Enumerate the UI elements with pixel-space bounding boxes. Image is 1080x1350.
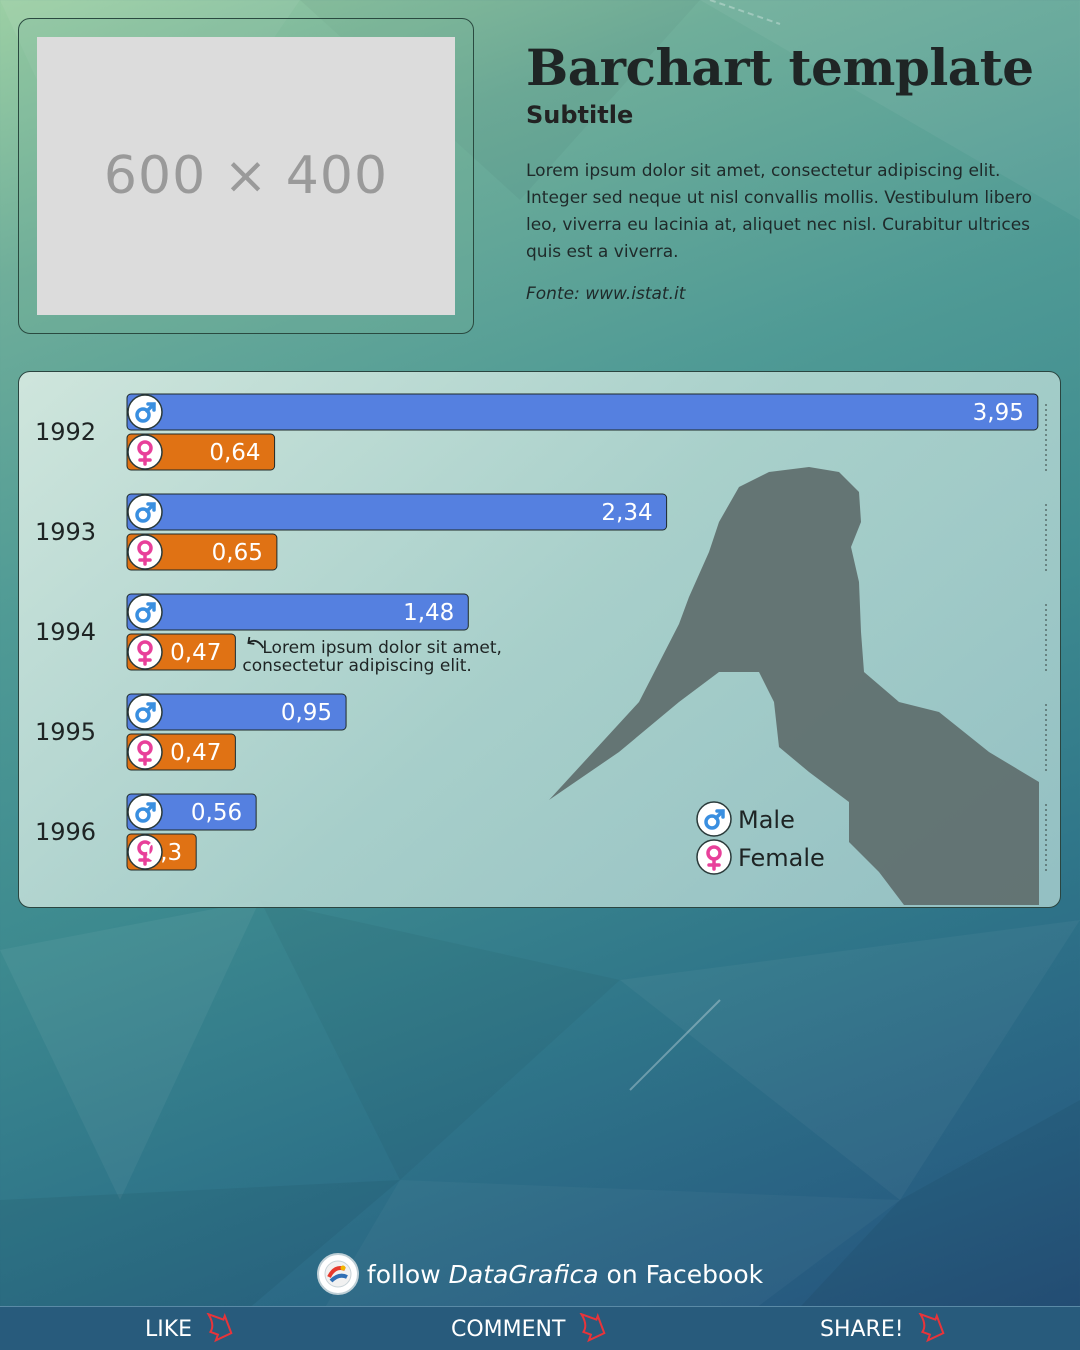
male-arrow xyxy=(145,502,156,513)
legend-female-label: Female xyxy=(738,844,825,872)
chart-panel: 1992 3,95 0,64 1993 2,34 0,65 1994 1,48 0,47 1995… xyxy=(18,371,1061,908)
male-ring xyxy=(135,507,151,523)
male-symbol-icon xyxy=(127,794,163,830)
male-symbol-icon xyxy=(696,801,732,837)
year-label: 1992 xyxy=(35,418,96,446)
male-arrow xyxy=(145,402,156,413)
annotation-line-2: consectetur adipiscing elit. xyxy=(242,656,471,676)
curved-arrow-icon xyxy=(917,1313,945,1343)
image-placeholder: 600 × 400 xyxy=(37,37,455,315)
symbol-circle xyxy=(696,839,732,875)
bar-chart: 1992 3,95 0,64 1993 2,34 0,65 1994 1,48 0,47 1995… xyxy=(35,393,1047,905)
male-ring xyxy=(135,707,151,723)
comment-button[interactable]: COMMENT xyxy=(451,1307,611,1350)
bar-value-label: 0,65 xyxy=(212,540,263,566)
female-bar xyxy=(126,533,278,571)
male-symbol-icon xyxy=(127,694,163,730)
action-bar: LIKE COMMENT SHARE! xyxy=(0,1306,1080,1350)
male-arrow xyxy=(714,809,725,820)
symbol-circle xyxy=(127,794,163,830)
symbol-circle xyxy=(127,534,163,570)
male-ring xyxy=(135,607,151,623)
year-label: 1994 xyxy=(35,618,96,646)
bar-value-label: 2,34 xyxy=(601,500,652,526)
symbol-circle xyxy=(127,394,163,430)
hand-knife-silhouette xyxy=(549,467,1039,905)
bar-value-label: 3,95 xyxy=(973,400,1024,426)
year-label: 1996 xyxy=(35,818,96,846)
female-cross xyxy=(138,652,152,666)
bar-value-label: 1,48 xyxy=(403,600,454,626)
symbol-circle xyxy=(127,694,163,730)
male-bar xyxy=(126,693,347,731)
symbol-circle xyxy=(127,734,163,770)
female-cross xyxy=(707,857,721,871)
symbol-circle xyxy=(127,634,163,670)
bar-value-label: 0,95 xyxy=(281,700,332,726)
symbol-circle xyxy=(127,594,163,630)
female-symbol-icon xyxy=(696,839,732,875)
symbol-circle xyxy=(127,434,163,470)
source-text: Fonte: www.istat.it xyxy=(526,284,686,304)
share-label: SHARE! xyxy=(820,1316,904,1342)
female-symbol-icon xyxy=(127,734,163,770)
bars-layer: 1992 3,95 0,64 1993 2,34 0,65 1994 1,48 0,47 1995… xyxy=(35,393,1047,872)
male-symbol-icon xyxy=(127,594,163,630)
male-ring xyxy=(704,814,720,830)
female-cross xyxy=(138,552,152,566)
curved-arrow-icon xyxy=(579,1313,606,1343)
image-frame: 600 × 400 xyxy=(18,18,474,334)
male-bar xyxy=(126,593,469,631)
follow-suffix: on Facebook xyxy=(606,1259,764,1289)
brand-name: DataGrafica xyxy=(448,1259,599,1289)
bar-value-label: 0,3 xyxy=(146,840,183,866)
female-cross xyxy=(138,452,152,466)
male-bar xyxy=(126,393,1039,431)
female-cross xyxy=(138,852,152,866)
follow-prefix: follow xyxy=(366,1259,441,1289)
page-title: Barchart template xyxy=(526,38,1034,97)
share-button[interactable]: SHARE! xyxy=(820,1307,950,1350)
annotation-line-1: Lorem ipsum dolor sit amet, xyxy=(262,638,502,658)
symbol-circle xyxy=(127,834,163,870)
bar-value-label: 0,47 xyxy=(170,740,221,766)
female-bar xyxy=(126,433,276,471)
male-arrow xyxy=(145,602,156,613)
bar-value-label: 0,64 xyxy=(209,440,260,466)
male-bar xyxy=(126,493,668,531)
datagrafica-logo-icon xyxy=(316,1253,359,1295)
male-symbol-icon xyxy=(127,494,163,530)
chart-legend: Male Female xyxy=(696,801,825,875)
male-arrow xyxy=(145,802,156,813)
curved-arrow-icon xyxy=(206,1313,233,1343)
female-symbol-icon xyxy=(127,834,163,870)
bar-value-label: 0,47 xyxy=(170,640,221,666)
male-arrow xyxy=(145,702,156,713)
page-subtitle: Subtitle xyxy=(526,101,634,129)
description-text: Lorem ipsum dolor sit amet, consectetur … xyxy=(526,161,1033,262)
female-cross xyxy=(138,752,152,766)
year-label: 1993 xyxy=(35,518,96,546)
comment-label: COMMENT xyxy=(451,1316,566,1342)
female-symbol-icon xyxy=(127,434,163,470)
symbol-circle xyxy=(127,494,163,530)
male-ring xyxy=(135,407,151,423)
image-placeholder-label: 600 × 400 xyxy=(103,146,389,206)
male-symbol-icon xyxy=(127,394,163,430)
legend-male-label: Male xyxy=(738,806,795,834)
like-button[interactable]: LIKE xyxy=(145,1307,238,1350)
follow-banner[interactable]: follow DataGrafica on Facebook xyxy=(0,1252,1080,1296)
female-symbol-icon xyxy=(127,634,163,670)
year-label: 1995 xyxy=(35,718,96,746)
symbol-circle xyxy=(696,801,732,837)
female-symbol-icon xyxy=(127,534,163,570)
like-label: LIKE xyxy=(145,1316,193,1342)
bar-value-label: 0,56 xyxy=(191,800,242,826)
male-ring xyxy=(135,807,151,823)
curved-arrow-icon xyxy=(247,636,265,649)
